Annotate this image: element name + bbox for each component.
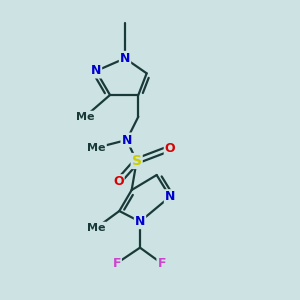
Text: N: N — [165, 190, 175, 203]
Text: Me: Me — [87, 143, 106, 153]
Text: N: N — [122, 134, 132, 146]
Text: N: N — [120, 52, 130, 65]
Text: O: O — [113, 175, 124, 188]
Text: F: F — [112, 257, 121, 270]
Text: O: O — [165, 142, 175, 155]
Text: N: N — [135, 215, 145, 228]
Text: Me: Me — [87, 223, 106, 233]
Text: N: N — [91, 64, 101, 77]
Text: F: F — [158, 257, 166, 270]
Text: S: S — [132, 154, 142, 168]
Text: Me: Me — [76, 112, 94, 122]
